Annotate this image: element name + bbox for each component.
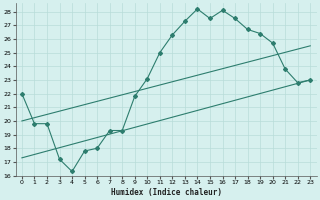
- X-axis label: Humidex (Indice chaleur): Humidex (Indice chaleur): [111, 188, 221, 197]
